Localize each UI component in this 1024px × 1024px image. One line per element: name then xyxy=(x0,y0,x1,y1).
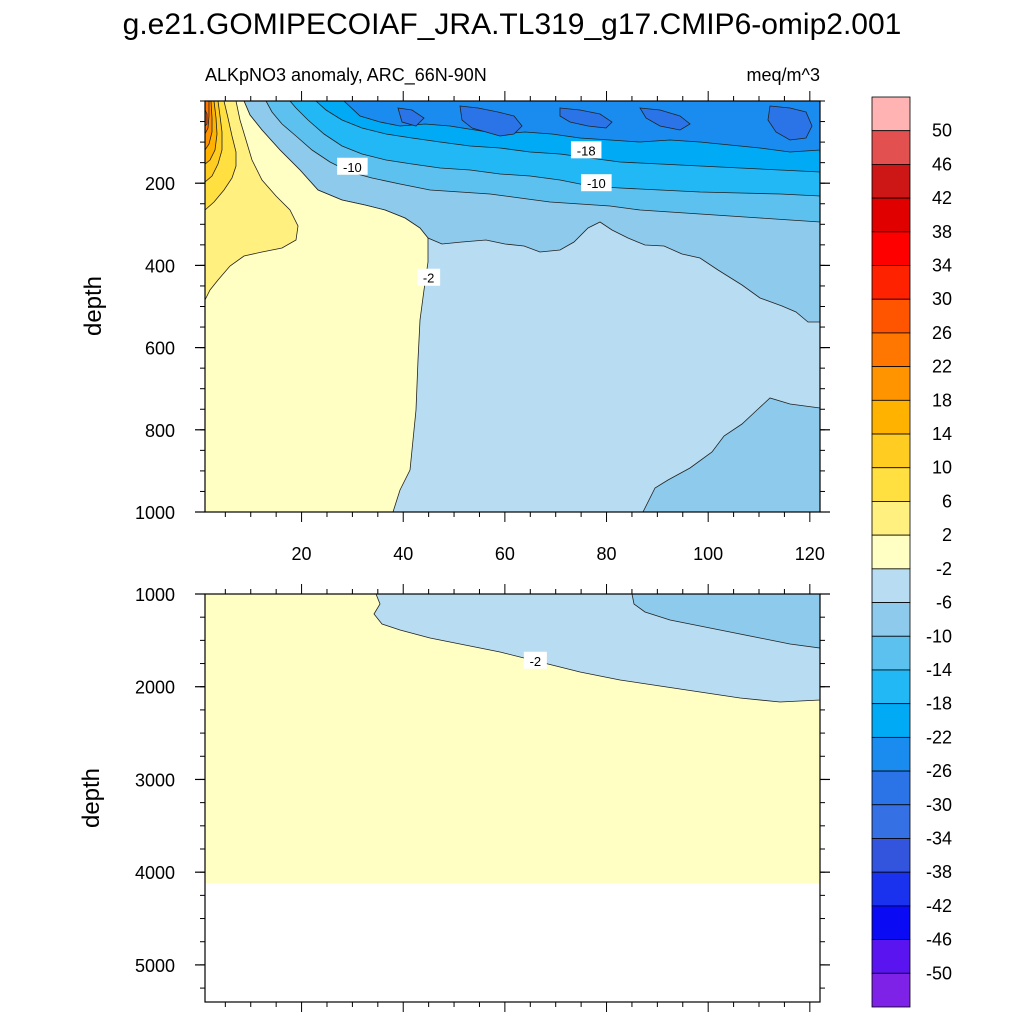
lower-y-axis-label: depth xyxy=(78,768,105,828)
colorbar-label: -2 xyxy=(936,559,952,579)
colorbar-swatch xyxy=(871,804,911,839)
colorbar-label: 22 xyxy=(932,357,952,377)
chart-title: g.e21.GOMIPECOIAF_JRA.TL319_g17.CMIP6-om… xyxy=(123,8,902,41)
upper-y-axis-label: depth xyxy=(80,276,107,336)
colorbar-label: 6 xyxy=(942,491,952,511)
x-tick-label: 60 xyxy=(495,544,515,564)
field-patch-m30 xyxy=(639,107,691,131)
contour-label: -10 xyxy=(343,160,362,175)
contour-label: -2 xyxy=(530,654,542,669)
colorbar-swatch xyxy=(871,399,911,435)
colorbar-swatch xyxy=(871,534,911,570)
colorbar-label: -18 xyxy=(926,694,952,714)
variable-label: ALKpNO3 anomaly, ARC_66N-90N xyxy=(205,65,487,86)
colorbar-label: 14 xyxy=(932,424,952,444)
colorbar-label: -42 xyxy=(926,896,952,916)
colorbar-label: 2 xyxy=(942,525,952,545)
colorbar-label: -14 xyxy=(926,660,952,680)
colorbar-swatch xyxy=(871,736,911,772)
colorbar-swatch xyxy=(871,197,911,233)
colorbar-swatch xyxy=(871,96,911,132)
colorbar-swatch xyxy=(871,871,911,907)
contour-label: -18 xyxy=(577,143,596,158)
y-tick-label: 800 xyxy=(145,421,175,441)
colorbar-label: -38 xyxy=(926,862,952,882)
units-label: meq/m^3 xyxy=(747,65,820,85)
upper-panel: 200 400 600 800 1000 20 40 60 80 100 120 -10 -18 -10 -… xyxy=(135,91,830,564)
colorbar-swatch xyxy=(871,635,911,671)
field-patch-m30 xyxy=(397,107,425,127)
colorbar: 50 46 42 38 34 30 26 22 18 14 10 6 2 -2 -6 -10 -14 -18 -22… xyxy=(871,96,952,1008)
colorbar-label: -34 xyxy=(926,828,952,848)
colorbar-label: 26 xyxy=(932,323,952,343)
x-tick-label: 120 xyxy=(795,544,825,564)
colorbar-swatch xyxy=(871,602,911,637)
contour-label-bg xyxy=(581,174,612,192)
colorbar-label: -6 xyxy=(936,593,952,613)
plot-frame xyxy=(204,593,821,1003)
colorbar-swatch xyxy=(871,568,911,603)
y-tick-label: 1000 xyxy=(135,503,175,523)
field-patch-m30 xyxy=(459,105,523,137)
x-tick-label: 40 xyxy=(393,544,413,564)
colorbar-label: -30 xyxy=(926,795,952,815)
colorbar-swatch xyxy=(871,130,911,165)
colorbar-swatch xyxy=(871,905,911,940)
colorbar-label: 38 xyxy=(932,222,952,242)
colorbar-label: -26 xyxy=(926,761,952,781)
colorbar-label: 18 xyxy=(932,390,952,410)
colorbar-swatch xyxy=(871,265,911,300)
contour-label-bg xyxy=(337,157,368,175)
colorbar-swatch xyxy=(871,669,911,705)
colorbar-label: -50 xyxy=(926,963,952,983)
colorbar-swatch xyxy=(871,770,911,806)
y-tick-label: 400 xyxy=(145,256,175,276)
y-tick-label: 600 xyxy=(145,339,175,359)
contour-label-bg xyxy=(570,141,602,159)
field-patch-m30 xyxy=(767,105,813,141)
colorbar-label: 42 xyxy=(932,188,952,208)
colorbar-swatch xyxy=(871,703,911,738)
colorbar-swatch xyxy=(871,332,911,368)
contour-label: -10 xyxy=(587,176,606,191)
colorbar-label: -10 xyxy=(926,626,952,646)
colorbar-label: -46 xyxy=(926,930,952,950)
y-tick-label: 5000 xyxy=(135,956,175,976)
contour-label-bg xyxy=(417,268,441,286)
contour-label-bg xyxy=(523,651,547,669)
field-patch-m30 xyxy=(559,107,613,129)
colorbar-swatch xyxy=(871,366,911,401)
lower-panel: 1000 2000 3000 4000 5000 -2 xyxy=(135,584,830,1012)
y-tick-label: 200 xyxy=(145,174,175,194)
y-tick-label: 3000 xyxy=(135,770,175,790)
colorbar-swatch xyxy=(871,939,911,974)
colorbar-label: 46 xyxy=(932,154,952,174)
contour-label: -2 xyxy=(423,271,435,286)
colorbar-label: 50 xyxy=(932,121,952,141)
colorbar-swatch xyxy=(871,164,911,199)
colorbar-swatch xyxy=(871,433,911,469)
x-tick-label: 20 xyxy=(292,544,312,564)
y-tick-label: 1000 xyxy=(135,585,175,605)
colorbar-swatch xyxy=(871,501,911,536)
colorbar-label: 34 xyxy=(932,256,952,276)
x-tick-label: 100 xyxy=(693,544,723,564)
colorbar-label: -22 xyxy=(926,727,952,747)
colorbar-swatch xyxy=(871,838,911,873)
x-tick-label: 80 xyxy=(597,544,617,564)
colorbar-swatch xyxy=(871,972,911,1008)
y-tick-label: 4000 xyxy=(135,863,175,883)
colorbar-swatch xyxy=(871,467,911,502)
colorbar-label: 10 xyxy=(932,458,952,478)
colorbar-swatch xyxy=(871,298,911,334)
y-tick-label: 2000 xyxy=(135,678,175,698)
colorbar-swatch xyxy=(871,231,911,266)
colorbar-label: 30 xyxy=(932,289,952,309)
